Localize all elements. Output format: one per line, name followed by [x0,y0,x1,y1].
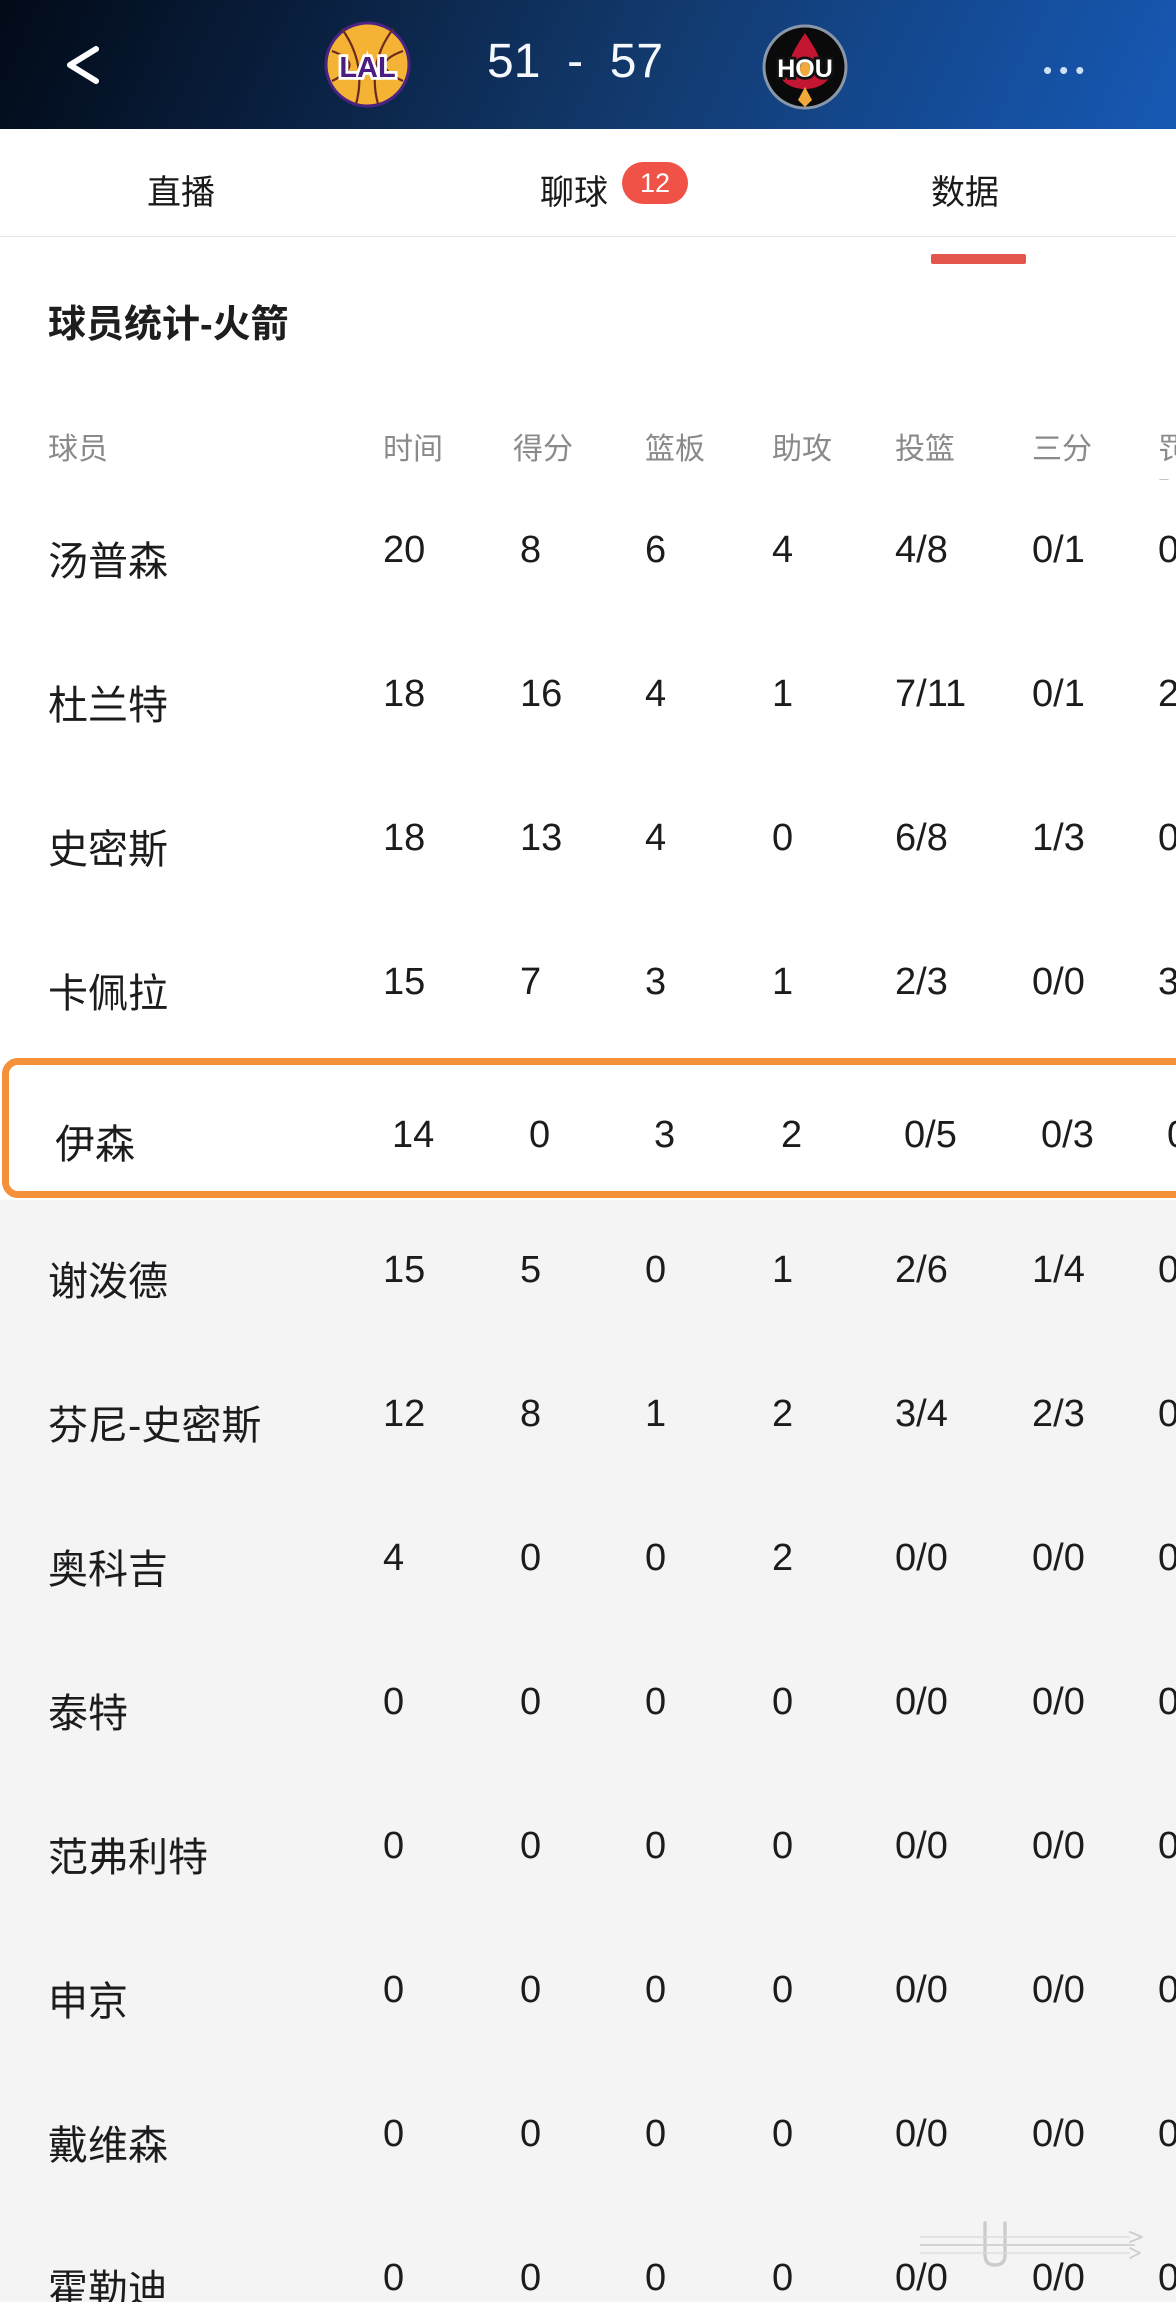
svg-text:LAL: LAL [339,52,395,84]
